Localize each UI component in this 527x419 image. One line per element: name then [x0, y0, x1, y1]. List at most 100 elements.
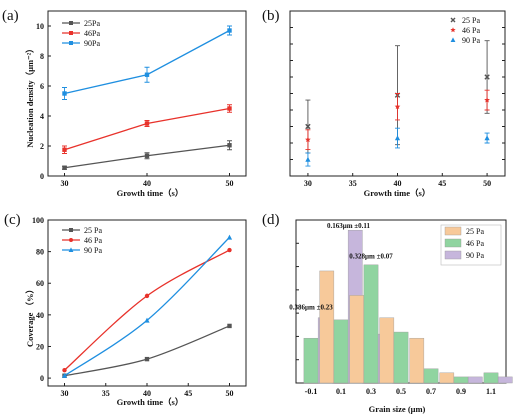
panel-d-annotation: 0.163μm ±0.11: [327, 222, 371, 230]
panel-a-series-1: [62, 104, 232, 154]
panel-d-legend-swatch: [444, 238, 462, 248]
panel-c-data-point: [62, 367, 67, 373]
panel-c-series-2: [61, 234, 233, 378]
panel-d-bar: [497, 376, 513, 384]
panel-b-legend-marker: [450, 37, 456, 42]
panel-b-series-1: [305, 89, 490, 151]
panel-a-legend-label: 90Pa: [84, 39, 100, 48]
panel-d-bar: [423, 368, 439, 384]
panel-d-xtick-label: 0.5: [396, 387, 406, 396]
panel-d-annotation: 0.386μm ±0.23: [289, 304, 333, 312]
panel-c: (c) Growth time（s） Coverage （%）: [4, 212, 183, 407]
panel-d-legend-swatch: [444, 250, 462, 260]
panel-b-data-point: [305, 123, 311, 130]
panel-c-xtick-label: 50: [226, 389, 234, 398]
panel-c-ytick-label: 80: [36, 248, 44, 257]
panel-a-xlabel: Growth time（s）: [117, 188, 184, 198]
panel-a-ytick-label: 6: [40, 82, 44, 91]
panel-b-legend-label: 46 Pa: [462, 26, 480, 35]
panel-b-legend-marker: [450, 27, 456, 33]
panel-d-xtick-label: 0.1: [336, 387, 346, 396]
panel-b-data-point: [484, 97, 490, 103]
panel-c-data-point: [227, 323, 232, 329]
panel-a-ytick-label: 2: [40, 142, 44, 151]
panel-b-data-point: [305, 136, 311, 143]
panel-c-legend-marker: [69, 238, 73, 242]
panel-b-data-point: [484, 135, 490, 141]
panel-b-xlabel: Growth time（s）: [364, 188, 431, 198]
panel-a-series-2: [62, 25, 232, 100]
panel-a-data-point: [144, 72, 150, 77]
panel-a-legend-marker: [69, 31, 73, 35]
panel-c-label: (c): [4, 212, 21, 228]
panel-c-ytick-label: 20: [36, 342, 44, 351]
panel-a-legend-label: 46Pa: [84, 29, 100, 38]
panel-a-legend-label: 25Pa: [84, 19, 100, 28]
panel-c-xtick-label: 35: [102, 389, 110, 398]
panel-d-xtick-label: 0.7: [426, 387, 436, 396]
panel-a-legend-marker: [69, 41, 73, 45]
panel-b-xtick-label: 40: [394, 179, 402, 188]
panel-b-legend-label: 25 Pa: [462, 16, 480, 25]
panel-a-xtick-label: 50: [226, 179, 234, 188]
panel-b-data-point: [305, 156, 311, 162]
panel-b-series-2: [305, 127, 490, 167]
panel-d-bar: [467, 376, 483, 384]
panel-c-xtick-label: 45: [184, 389, 192, 398]
panel-b-xtick-label: 35: [349, 179, 357, 188]
panel-c-data-point: [61, 372, 68, 378]
panel-c-legend-marker: [68, 247, 74, 252]
panel-d-bar: [303, 337, 319, 384]
panel-d-bar: [319, 270, 335, 384]
panel-a: (a) Growth time（s） Nucleation density（μm…: [2, 8, 183, 198]
panel-a-data-point: [62, 147, 67, 152]
panel-d-xtick-label: -0.1: [305, 387, 318, 396]
panel-d-bar: [363, 264, 379, 384]
panel-c-data-point: [144, 356, 150, 362]
panel-a-ylabel: Nucleation density（μm⁻²）: [25, 44, 35, 147]
panel-c-data-point: [144, 317, 150, 323]
panel-b-xtick-label: 45: [438, 179, 446, 188]
panel-a-data-point: [62, 165, 67, 170]
panel-c-legend-label: 90 Pa: [84, 246, 102, 255]
panel-b-xtick-label: 30: [304, 179, 312, 188]
panel-d-label: (d): [262, 212, 280, 228]
panel-b-data-point: [484, 74, 490, 80]
panel-a-data-point: [227, 106, 232, 111]
panel-a-xtick-label: 30: [61, 179, 69, 188]
panel-a-label: (a): [2, 8, 19, 24]
panel-b-legend-marker: [450, 17, 456, 23]
panel-c-ylabel: Coverage （%）: [25, 285, 35, 347]
panel-c-legend-marker: [69, 228, 73, 232]
panel-a-ytick-label: 4: [40, 112, 44, 121]
panel-c-xtick-label: 30: [61, 389, 69, 398]
panel-a-ytick-label: 8: [40, 52, 44, 61]
panel-c-xtick-label: 40: [143, 389, 151, 398]
panel-c-ytick-label: 40: [36, 311, 44, 320]
panel-d-legend-label: 25 Pa: [466, 227, 484, 236]
panel-c-ytick-label: 100: [32, 216, 44, 225]
panel-a-ytick-label: 0: [40, 172, 44, 181]
panel-d-xtick-label: 0.9: [456, 387, 466, 396]
panel-b: (b) Growth time（s）: [262, 8, 430, 198]
panel-d-legend-label: 90 Pa: [466, 251, 484, 260]
panel-a-data-point: [227, 143, 232, 148]
panel-c-ytick-label: 60: [36, 279, 44, 288]
panel-a-series-0: [62, 140, 232, 170]
panel-a-data-point: [62, 91, 67, 96]
panel-a-legend-marker: [69, 21, 73, 25]
panel-a-data-point: [227, 28, 232, 33]
panel-d-xtick-label: 0.3: [366, 387, 376, 396]
panel-d-axes: -0.1 0.1 0.3 0.5 0.7 0.9 1.1 0.163μm ±0.11 0.386…: [289, 219, 513, 396]
panel-d-annotation: 0.328μm ±0.07: [349, 253, 393, 261]
panel-d-bar: [439, 372, 455, 384]
panel-a-data-point: [144, 121, 150, 126]
